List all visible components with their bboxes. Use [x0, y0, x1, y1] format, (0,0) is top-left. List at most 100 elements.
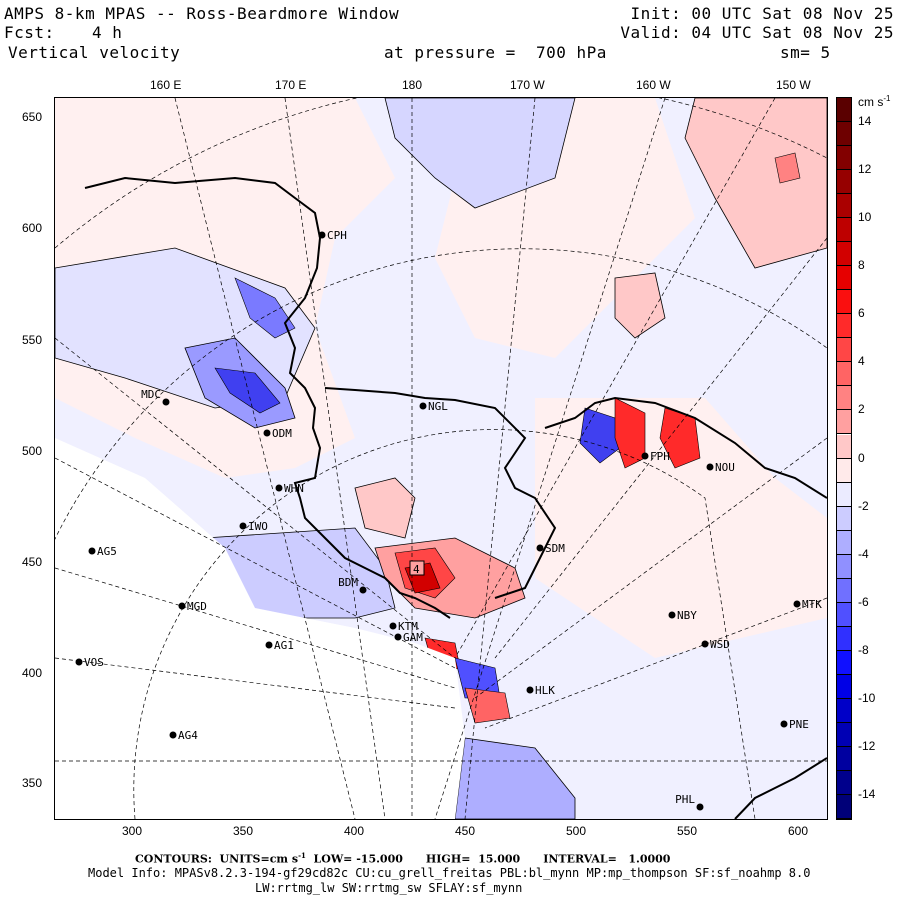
- y-tick-650: 650: [22, 110, 43, 124]
- descent-core: [234, 277, 296, 339]
- colorbar-tick-label: 4: [858, 354, 865, 369]
- station-marker-gam[interactable]: [394, 633, 402, 641]
- station-label-ag1: AG1: [274, 639, 294, 652]
- map-title: AMPS 8-km MPAS -- Ross-Beardmore Window: [4, 4, 400, 23]
- colorbar-bin: [837, 650, 851, 675]
- colorbar-tick-label: 10: [858, 210, 872, 225]
- colorbar-bin: [837, 482, 851, 507]
- station-label-pne: PNE: [789, 718, 809, 731]
- contour-low: LOW= -15.000: [313, 852, 403, 866]
- latitude-circle: [55, 248, 827, 540]
- init-time: Init: 00 UTC Sat 08 Nov 25: [630, 4, 894, 23]
- station-marker-fph[interactable]: [641, 452, 649, 460]
- station-label-nou: NOU: [715, 461, 735, 474]
- station-marker-bdm[interactable]: [359, 586, 367, 594]
- weak-ascent-region: [535, 398, 827, 658]
- forecast-hours: 4 h: [92, 23, 123, 42]
- station-marker-nby[interactable]: [668, 611, 676, 619]
- colorbar-bin: [837, 98, 851, 122]
- meridian: [484, 597, 827, 729]
- station-marker-vos[interactable]: [75, 658, 83, 666]
- colorbar-tick-label: -12: [858, 738, 876, 753]
- colorbar: [836, 97, 852, 820]
- station-label-ag4: AG4: [178, 729, 198, 742]
- strong-descent-core: [214, 367, 281, 414]
- colorbar-bin: [837, 266, 851, 291]
- physics-info: LW:rrtmg_lw SW:rrtmg_sw SFLAY:sf_mynn: [255, 881, 523, 895]
- station-marker-sdm[interactable]: [536, 544, 544, 552]
- station-layer: CPH MDC NGL ODM WHN IWO AG5 SDM BDM MGD FPH NOU NBY M…: [75, 229, 822, 811]
- model-info: Model Info: MPASv8.2.3-194-gf29cd82c CU:…: [88, 866, 811, 880]
- station-marker-ag1[interactable]: [265, 641, 273, 649]
- contour-interval: INTERVAL= 1.0000: [543, 852, 671, 866]
- station-marker-nou[interactable]: [706, 463, 714, 471]
- colorbar-bin: [837, 506, 851, 531]
- station-marker-odm[interactable]: [263, 429, 271, 437]
- colorbar-bin: [837, 602, 851, 627]
- colorbar-bin: [837, 338, 851, 363]
- x-tick-450: 450: [455, 824, 476, 838]
- smoothing: sm= 5: [780, 43, 831, 62]
- station-marker-wsd[interactable]: [701, 640, 709, 648]
- colorbar-bin: [837, 410, 851, 435]
- colorbar-bin: [837, 218, 851, 243]
- masked-region: [55, 438, 465, 819]
- station-label-gam: GAM: [403, 631, 423, 644]
- meridian: [55, 337, 456, 659]
- station-label-mdc: MDC: [141, 388, 161, 401]
- station-marker-ag4[interactable]: [169, 731, 177, 739]
- latitude-circle: [133, 429, 756, 819]
- contour-units: CONTOURS: UNITS=cm s: [135, 852, 299, 866]
- colorbar-bin: [837, 674, 851, 699]
- map-panel[interactable]: 4 CPH MDC NGL ODM WHN IWO AG5 SDM BDM MGD FPH NOU NB…: [54, 97, 828, 820]
- colorbar-bin: [837, 554, 851, 579]
- station-marker-mgd[interactable]: [178, 602, 186, 610]
- colorbar-bin: [837, 722, 851, 747]
- station-label-hlk: HLK: [535, 684, 555, 697]
- station-label-cph: CPH: [327, 229, 347, 242]
- colorbar-tick-label: -10: [858, 690, 876, 705]
- x-tick-600: 600: [788, 824, 809, 838]
- station-marker-ag5[interactable]: [88, 547, 96, 555]
- station-label-bdm: BDM: [338, 576, 358, 589]
- y-tick-350: 350: [22, 776, 43, 790]
- station-marker-mtk[interactable]: [793, 600, 801, 608]
- station-marker-pne[interactable]: [780, 720, 788, 728]
- station-label-mtk: MTK: [802, 598, 822, 611]
- station-marker-iwo[interactable]: [239, 522, 247, 530]
- meridian: [55, 457, 456, 669]
- station-marker-whn[interactable]: [275, 484, 283, 492]
- colorbar-tick-label: 0: [858, 450, 865, 465]
- graticule: [55, 98, 827, 819]
- vertical-velocity-map: 4 CPH MDC NGL ODM WHN IWO AG5 SDM BDM MGD FPH NOU NB…: [55, 98, 827, 819]
- colorbar-bin: [837, 626, 851, 651]
- pressure-level: at pressure = 700 hPa: [384, 43, 607, 62]
- meridian: [434, 98, 666, 819]
- y-tick-450: 450: [22, 555, 43, 569]
- station-marker-mdc[interactable]: [162, 398, 170, 406]
- colorbar-tick-label: -4: [858, 546, 869, 561]
- lon-label-170w: 170 W: [510, 78, 545, 92]
- contour-high: HIGH= 15.000: [425, 852, 521, 866]
- station-label-nby: NBY: [677, 609, 697, 622]
- ascent-region: [614, 272, 666, 339]
- station-marker-hlk[interactable]: [526, 686, 534, 694]
- colorbar-units-exp: -1: [883, 94, 891, 103]
- station-marker-ktm[interactable]: [389, 622, 397, 630]
- ice-shelf-edge: [324, 387, 557, 599]
- colorbar-bin: [837, 146, 851, 171]
- station-marker-phl[interactable]: [696, 803, 704, 811]
- meridian: [174, 98, 356, 819]
- colorbar-bin: [837, 746, 851, 771]
- colorbar-bin: [837, 530, 851, 555]
- station-label-ngl: NGL: [428, 400, 448, 413]
- lon-label-160w: 160 W: [636, 78, 671, 92]
- colorbar-bin: [837, 698, 851, 723]
- colorbar-tick-label: -14: [858, 786, 876, 801]
- colorbar-bin: [837, 386, 851, 411]
- station-label-wsd: WSD: [710, 638, 730, 651]
- station-marker-ngl[interactable]: [419, 402, 427, 410]
- coastline-segment: [544, 396, 827, 499]
- station-marker-cph[interactable]: [318, 231, 326, 239]
- colorbar-tick-label: 14: [858, 114, 872, 129]
